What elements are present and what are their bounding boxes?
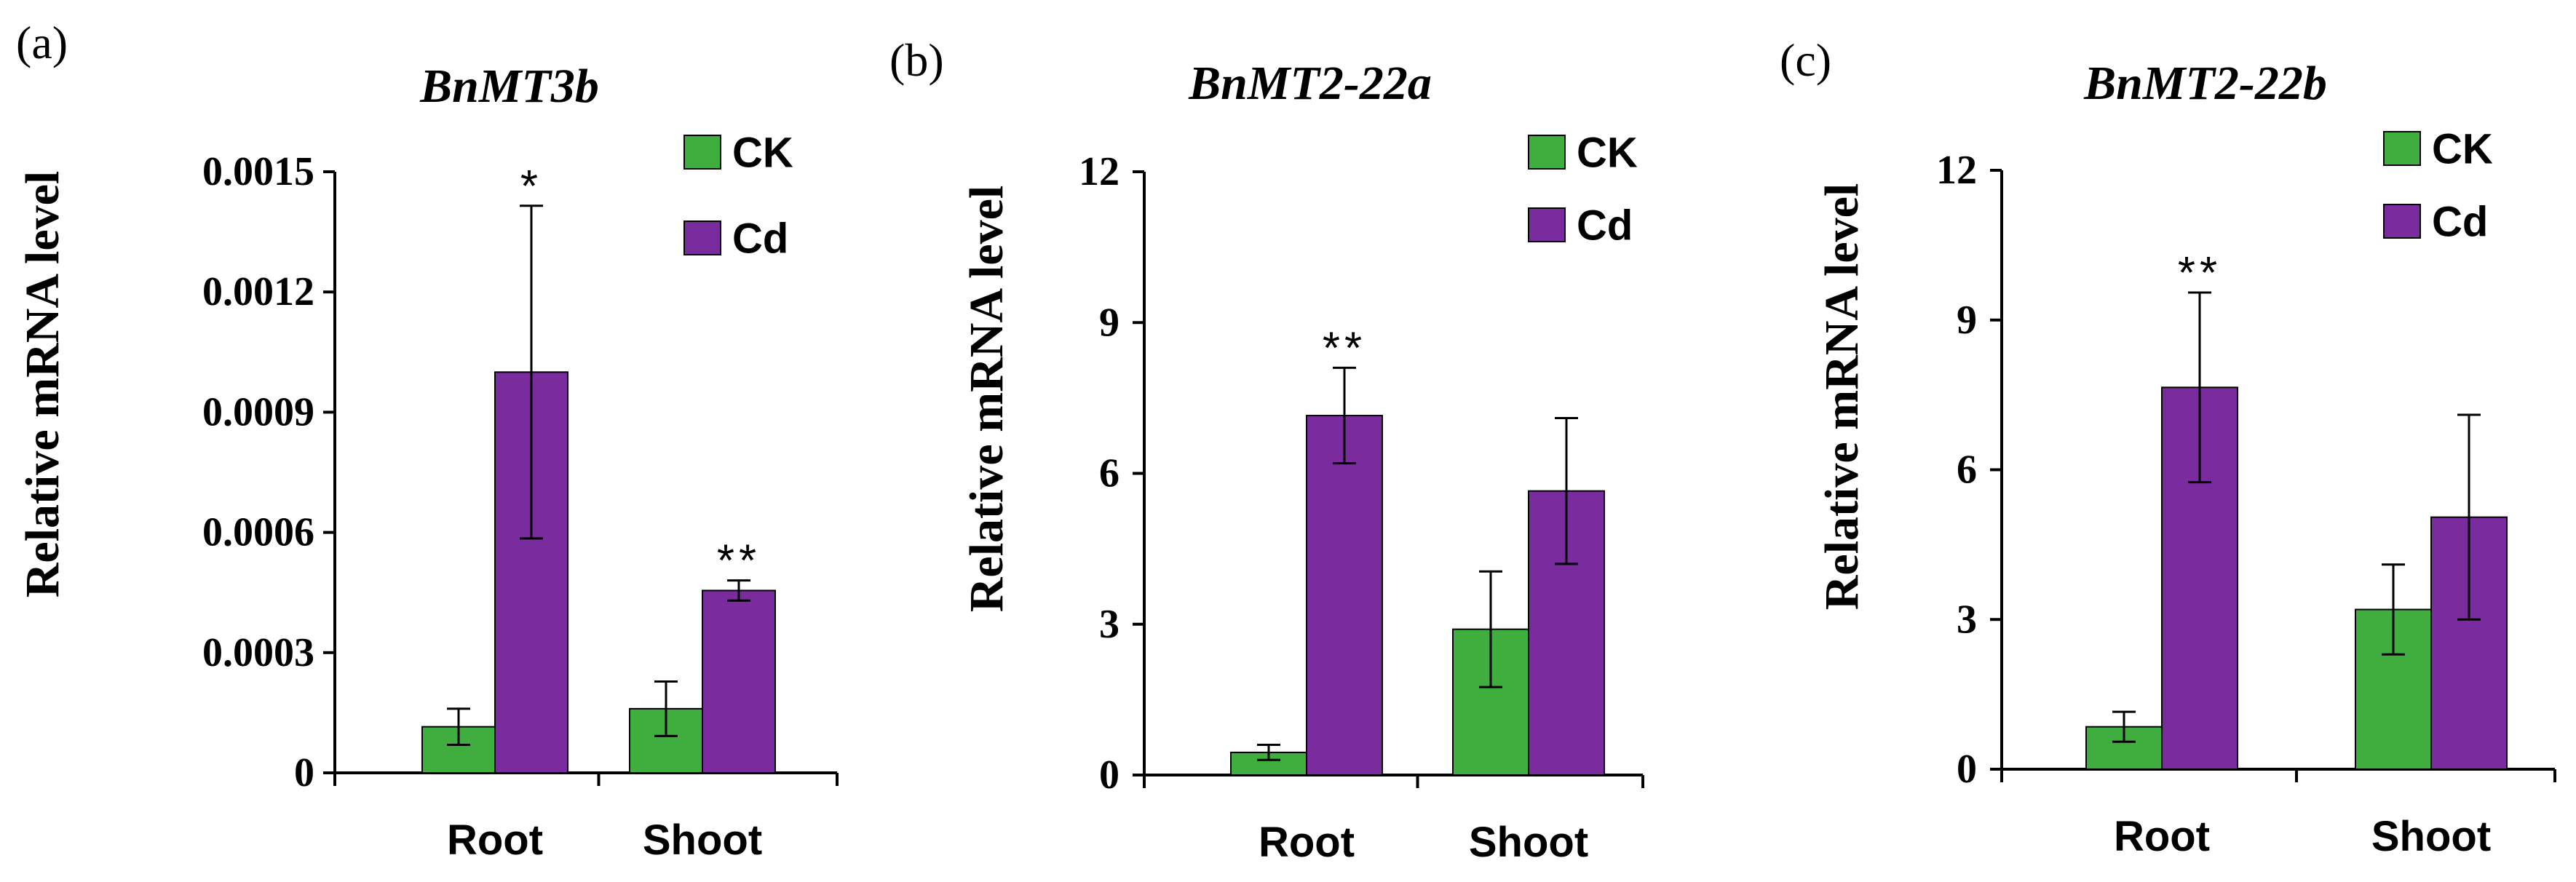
x-tick-label: Root	[2114, 813, 2210, 860]
significance-mark: **	[717, 536, 761, 587]
panel-label: (b)	[889, 34, 944, 86]
panel-label: (a)	[16, 17, 68, 68]
x-tick-label: Shoot	[2371, 813, 2491, 860]
chart-title: BnMT2-22a	[1188, 57, 1432, 110]
y-tick-label: 0	[1957, 747, 1977, 792]
significance-mark: *	[520, 162, 542, 212]
legend-swatch-ck	[2383, 131, 2421, 166]
significance-mark: **	[2178, 248, 2222, 298]
y-tick-label: 0.0009	[202, 389, 314, 434]
y-axis-label: Relative mRNA level	[1815, 183, 1868, 611]
y-tick-label: 6	[1099, 451, 1119, 496]
y-tick-label: 12	[1079, 149, 1119, 194]
chart-title: BnMT2-22b	[2083, 57, 2327, 110]
legend-label-cd: Cd	[732, 215, 788, 263]
legend-label-ck: CK	[732, 130, 793, 177]
bar-cd-root	[1306, 415, 1383, 776]
legend-label-ck: CK	[2432, 126, 2493, 173]
panel-label: (c)	[1780, 34, 1831, 86]
y-tick-label: 0	[1099, 752, 1119, 798]
x-tick-label: Shoot	[643, 817, 762, 864]
legend-label-cd: Cd	[2432, 199, 2488, 246]
chart-panel-2: (b) BnMT2-22a Relative mRNA level 0 3 6 9 12 Roo…	[889, 34, 1644, 866]
y-tick-label: 0	[294, 750, 314, 795]
chart-title: BnMT3b	[419, 60, 599, 113]
y-axis-label: Relative mRNA level	[960, 186, 1013, 613]
x-tick-label: Shoot	[1469, 819, 1588, 866]
y-tick-label: 3	[1957, 597, 1977, 642]
significance-mark: **	[1323, 323, 1366, 373]
y-tick-label: 0.0015	[202, 149, 314, 194]
legend-swatch-cd	[2383, 204, 2421, 239]
y-tick-label: 9	[1099, 300, 1119, 345]
chart-panel-1: (a) BnMT3b Relative mRNA level 0 0.0003 0.000…	[16, 17, 839, 864]
y-axis-label: Relative mRNA level	[16, 171, 69, 598]
legend-swatch-ck	[683, 135, 721, 170]
y-tick-label: 9	[1957, 298, 1977, 343]
y-tick-label: 0.0006	[202, 510, 314, 555]
legend-swatch-cd	[683, 220, 721, 255]
legend-label-ck: CK	[1577, 130, 1638, 177]
legend-label-cd: Cd	[1577, 202, 1633, 250]
y-tick-label: 0.0012	[202, 269, 314, 314]
bar-cd-shoot	[702, 589, 776, 774]
legend-swatch-cd	[1528, 207, 1566, 242]
y-tick-label: 12	[1936, 148, 1977, 193]
y-tick-label: 6	[1957, 448, 1977, 493]
y-tick-label: 3	[1099, 602, 1119, 647]
x-tick-label: Root	[447, 817, 543, 864]
y-tick-label: 0.0003	[202, 630, 314, 675]
legend-swatch-ck	[1528, 135, 1566, 170]
x-tick-label: Root	[1259, 819, 1355, 866]
chart-panel-3: (c) BnMT2-22b Relative mRNA level 0 3 6 9 12 Roo…	[1780, 34, 2556, 860]
